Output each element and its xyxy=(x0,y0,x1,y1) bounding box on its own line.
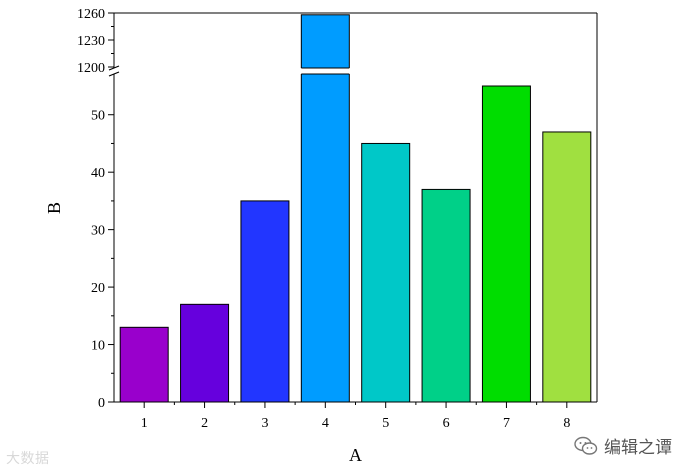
y-tick-label-30: 30 xyxy=(91,224,105,239)
x-tick-label-5: 5 xyxy=(382,416,389,431)
bar-2 xyxy=(180,303,230,403)
y-tick-label-40: 40 xyxy=(91,166,105,181)
bars-group xyxy=(119,14,592,403)
x-tick-label-1: 1 xyxy=(141,416,148,431)
x-tick-label-6: 6 xyxy=(443,416,450,431)
x-tick-label-7: 7 xyxy=(503,416,510,431)
y-tick-label-1260: 1260 xyxy=(77,7,105,22)
axis-labels-group: 0 10 20 30 40 50 1200 1230 1260 1 2 3 4 5 6 7 8 A B xyxy=(44,7,570,465)
y-tick-label-1200: 1200 xyxy=(77,61,105,76)
axis-break-mark-upper xyxy=(108,65,120,71)
y-tick-label-10: 10 xyxy=(91,339,105,354)
watermark-left-text: 大数据 xyxy=(6,451,50,467)
x-tick-label-3: 3 xyxy=(261,416,268,431)
axis-break-mark-lower xyxy=(108,71,120,77)
watermark-left: 大数据 xyxy=(6,448,50,468)
bar-1 xyxy=(119,326,169,403)
bar-3 xyxy=(240,200,290,403)
bar-4 xyxy=(300,14,350,403)
bar-5 xyxy=(361,142,411,403)
x-tick-label-2: 2 xyxy=(201,416,208,431)
watermark-right-text: 编辑之谭 xyxy=(604,438,672,458)
y-axis-title: B xyxy=(44,202,64,214)
bar-7 xyxy=(481,85,531,403)
wechat-logo-icon xyxy=(574,436,598,455)
y-tick-label-1230: 1230 xyxy=(77,34,105,49)
axis-ticks-group xyxy=(108,12,568,408)
x-tick-label-8: 8 xyxy=(563,416,570,431)
x-tick-label-4: 4 xyxy=(322,416,329,431)
y-tick-label-20: 20 xyxy=(91,281,105,296)
watermark-right: 编辑之谭 xyxy=(574,433,672,458)
bar-8 xyxy=(542,131,592,403)
y-tick-label-0: 0 xyxy=(98,396,105,411)
x-axis-title: A xyxy=(349,445,362,465)
bar-6 xyxy=(421,188,471,403)
y-tick-label-50: 50 xyxy=(91,109,105,124)
bar-4-break-gap xyxy=(300,68,351,74)
